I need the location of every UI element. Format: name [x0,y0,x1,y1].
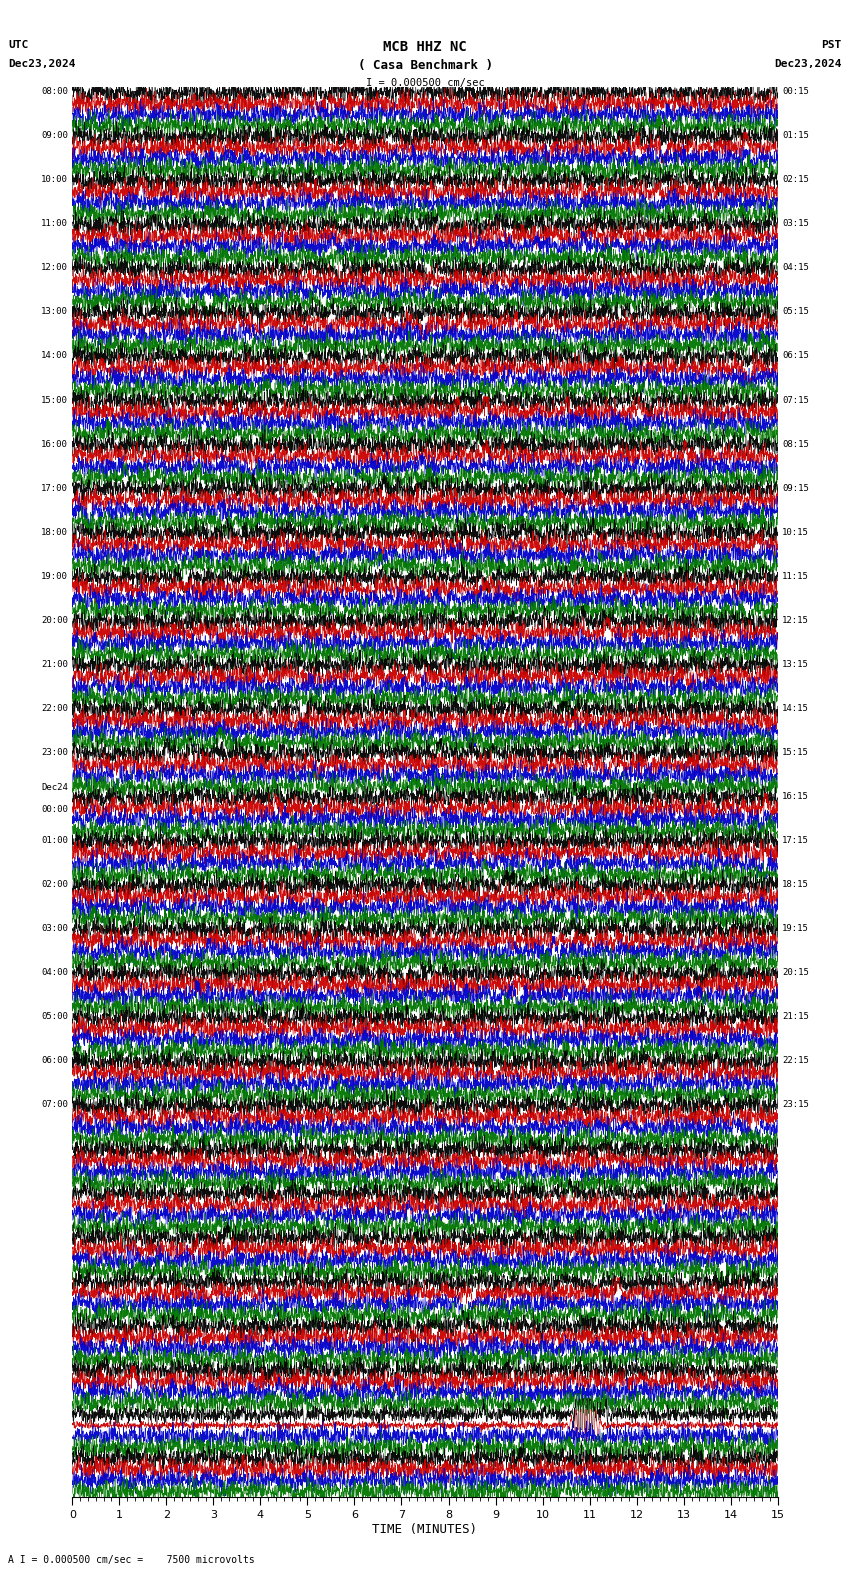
Text: 11:00: 11:00 [41,219,68,228]
Text: 15:00: 15:00 [41,396,68,404]
Text: 09:00: 09:00 [41,131,68,139]
Text: 21:15: 21:15 [782,1012,809,1022]
Text: 04:15: 04:15 [782,263,809,272]
Text: ( Casa Benchmark ): ( Casa Benchmark ) [358,59,492,71]
Text: 12:15: 12:15 [782,616,809,624]
Text: 18:00: 18:00 [41,527,68,537]
Text: 14:00: 14:00 [41,352,68,361]
Text: 20:00: 20:00 [41,616,68,624]
Text: 23:15: 23:15 [782,1101,809,1109]
Text: 08:15: 08:15 [782,439,809,448]
Text: 07:00: 07:00 [41,1101,68,1109]
Text: 16:00: 16:00 [41,439,68,448]
Text: 04:00: 04:00 [41,968,68,977]
Text: 06:15: 06:15 [782,352,809,361]
Text: 10:15: 10:15 [782,527,809,537]
Text: UTC: UTC [8,40,29,49]
Text: 11:15: 11:15 [782,572,809,581]
Text: 21:00: 21:00 [41,661,68,668]
Text: 06:00: 06:00 [41,1057,68,1066]
Text: 00:00: 00:00 [41,805,68,814]
Text: 05:15: 05:15 [782,307,809,317]
Text: 10:00: 10:00 [41,176,68,184]
Text: 22:15: 22:15 [782,1057,809,1066]
Text: 00:15: 00:15 [782,87,809,97]
Text: MCB HHZ NC: MCB HHZ NC [383,40,467,54]
Text: Dec23,2024: Dec23,2024 [774,59,842,68]
Text: A I = 0.000500 cm/sec =    7500 microvolts: A I = 0.000500 cm/sec = 7500 microvolts [8,1555,255,1565]
Text: 03:00: 03:00 [41,923,68,933]
Text: 20:15: 20:15 [782,968,809,977]
X-axis label: TIME (MINUTES): TIME (MINUTES) [372,1522,478,1536]
Text: I = 0.000500 cm/sec: I = 0.000500 cm/sec [366,78,484,87]
Text: Dec24: Dec24 [41,782,68,792]
Text: 08:00: 08:00 [41,87,68,97]
Text: 17:15: 17:15 [782,836,809,844]
Text: 19:15: 19:15 [782,923,809,933]
Text: 16:15: 16:15 [782,792,809,802]
Text: 12:00: 12:00 [41,263,68,272]
Text: PST: PST [821,40,842,49]
Text: 02:15: 02:15 [782,176,809,184]
Text: 01:15: 01:15 [782,131,809,139]
Text: 23:00: 23:00 [41,748,68,757]
Text: 19:00: 19:00 [41,572,68,581]
Text: 13:15: 13:15 [782,661,809,668]
Text: Dec23,2024: Dec23,2024 [8,59,76,68]
Text: 13:00: 13:00 [41,307,68,317]
Text: 09:15: 09:15 [782,483,809,493]
Text: 22:00: 22:00 [41,703,68,713]
Text: 01:00: 01:00 [41,836,68,844]
Text: 15:15: 15:15 [782,748,809,757]
Text: 05:00: 05:00 [41,1012,68,1022]
Text: 17:00: 17:00 [41,483,68,493]
Text: 18:15: 18:15 [782,881,809,889]
Text: 07:15: 07:15 [782,396,809,404]
Text: 14:15: 14:15 [782,703,809,713]
Text: 02:00: 02:00 [41,881,68,889]
Text: 03:15: 03:15 [782,219,809,228]
